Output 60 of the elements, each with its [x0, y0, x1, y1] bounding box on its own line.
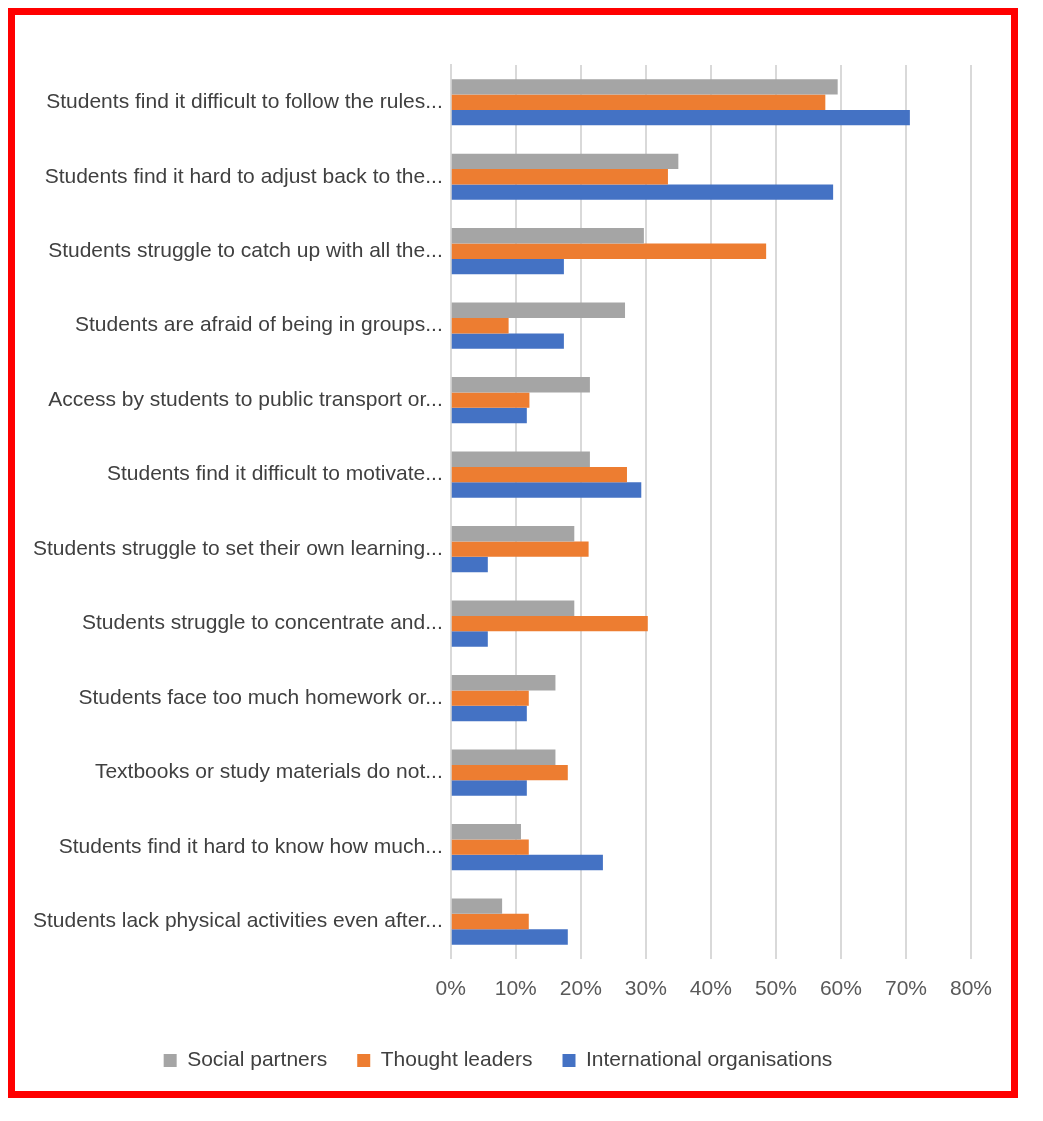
bar: [451, 780, 527, 796]
legend-label: Thought leaders: [380, 1047, 533, 1071]
bar: [451, 541, 589, 557]
bar: [451, 258, 564, 275]
bar: [451, 705, 527, 722]
bar: [451, 184, 834, 200]
y-tick-label: Students face too much homework or...: [78, 684, 443, 708]
x-tick-label: 0%: [435, 976, 466, 1000]
bar: [451, 79, 838, 95]
bar: [451, 153, 679, 170]
bar: [451, 466, 627, 483]
bar: [451, 377, 590, 393]
bar: [451, 109, 910, 126]
bar: [451, 526, 575, 542]
bar: [451, 764, 568, 781]
bar: [451, 929, 568, 945]
bar: [451, 243, 767, 259]
bar: [451, 631, 488, 647]
bar: [451, 854, 603, 871]
bar: [451, 302, 626, 318]
x-tick-label: 80%: [949, 976, 993, 1000]
bar: [451, 318, 509, 334]
y-tick-label: Students find it difficult to motivate...: [106, 461, 443, 485]
y-tick-label: Textbooks or study materials do not...: [94, 759, 443, 783]
y-tick-label: Students find it difficult to follow the rules...: [46, 89, 443, 113]
bar: [451, 169, 668, 185]
bar: [451, 94, 826, 110]
bar: [451, 690, 529, 706]
y-tick-label: Access by students to public transport or...: [48, 386, 443, 410]
y-tick-label: Students lack physical activities even after...: [33, 908, 443, 932]
bar: [451, 898, 503, 914]
bar: [451, 333, 564, 349]
x-tick-label: 50%: [754, 976, 797, 1000]
y-tick-label: Students struggle to concentrate and...: [82, 610, 443, 634]
bar: [451, 482, 642, 498]
bar: [451, 228, 644, 244]
x-tick-label: 30%: [624, 976, 667, 1000]
y-tick-label: Students are afraid of being in groups...: [74, 312, 443, 336]
bar: [451, 392, 530, 408]
y-tick-label: Students struggle to catch up with all the...: [48, 238, 443, 262]
y-tick-label: Students find it hard to adjust back to the...: [44, 163, 443, 187]
bar: [451, 839, 529, 855]
y-tick-label: Students struggle to set their own learning...: [32, 535, 443, 559]
x-tick-label: 60%: [819, 976, 862, 1000]
x-tick-label: 70%: [884, 976, 927, 1000]
legend-label: Social partners: [187, 1047, 328, 1071]
y-tick-label: Students find it hard to know how much...: [58, 833, 443, 857]
x-tick-label: 40%: [689, 976, 732, 1000]
legend-label: International organisations: [586, 1047, 833, 1071]
bar: [451, 749, 556, 765]
bar: [451, 600, 575, 616]
bar: [451, 615, 648, 632]
bar: [451, 451, 590, 467]
x-tick-label: 10%: [494, 976, 537, 1000]
bar: [451, 675, 556, 691]
bar: [451, 556, 488, 573]
bar: [451, 407, 527, 424]
x-tick-label: 20%: [559, 976, 602, 1000]
bar: [451, 823, 521, 840]
bar: [451, 913, 529, 930]
